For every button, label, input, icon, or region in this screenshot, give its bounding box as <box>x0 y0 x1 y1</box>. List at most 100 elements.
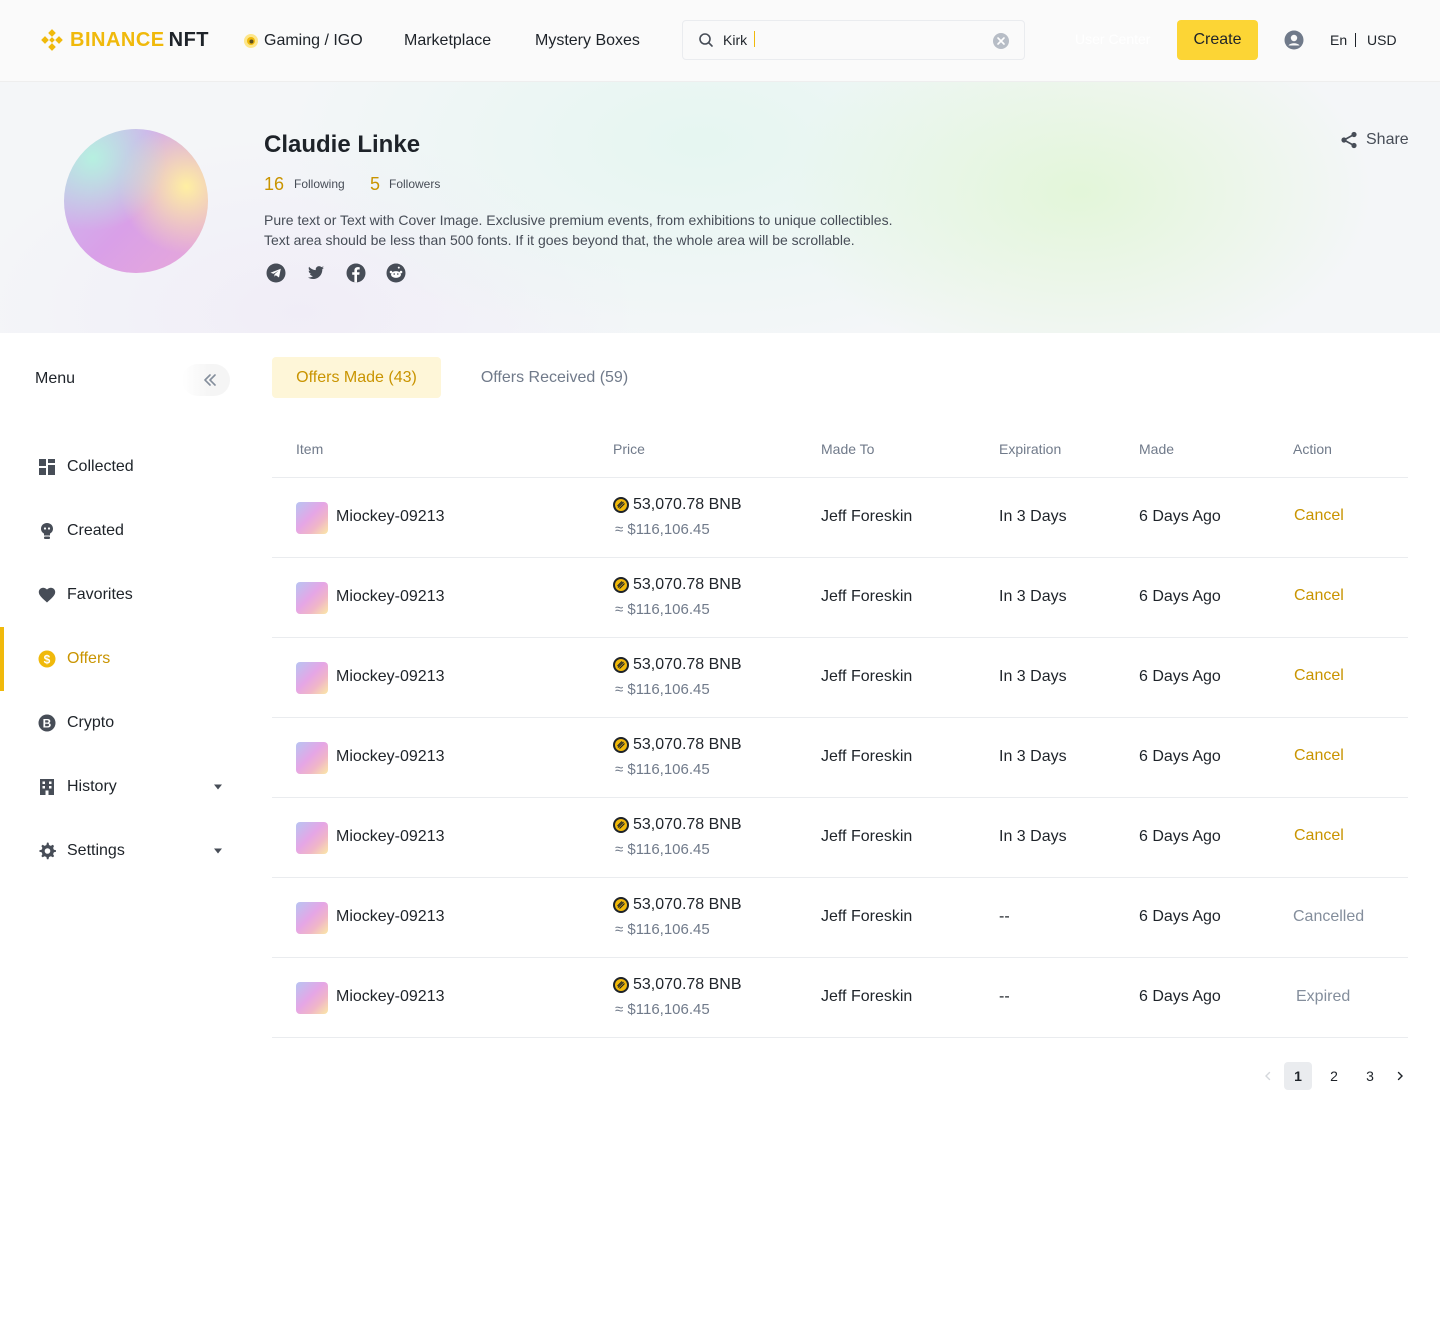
nav-mystery-boxes[interactable]: Mystery Boxes <box>535 30 640 52</box>
bnb-coin-icon <box>613 497 629 513</box>
made-value: 6 Days Ago <box>1139 828 1221 845</box>
column-header-made-to: Made To <box>821 441 875 457</box>
column-header-item: Item <box>296 441 324 457</box>
price-bnb-value: 53,070.78 BNB <box>633 736 742 753</box>
double-chevron-left-icon <box>204 374 216 386</box>
made-to-user[interactable]: Jeff Foreskin <box>821 828 913 845</box>
share-button[interactable]: Share <box>1340 131 1409 149</box>
price-usd: ≈ $116,106.45 <box>615 1001 710 1018</box>
chevron-right-icon <box>1397 1071 1403 1081</box>
sidebar-item-label: Settings <box>67 842 125 859</box>
user-center-link[interactable]: User Center <box>1075 31 1151 47</box>
made-to-user[interactable]: Jeff Foreskin <box>821 908 913 925</box>
item-name[interactable]: Miockey-09213 <box>336 668 445 685</box>
followers-label[interactable]: Followers <box>389 177 441 191</box>
search-input[interactable] <box>723 29 983 51</box>
language-selector[interactable]: En <box>1330 32 1348 48</box>
nft-thumbnail[interactable] <box>296 582 328 614</box>
made-to-user[interactable]: Jeff Foreskin <box>821 748 913 765</box>
cancel-offer-button[interactable]: Cancel <box>1294 587 1344 604</box>
create-button[interactable]: Create <box>1177 20 1258 60</box>
twitter-icon[interactable] <box>306 263 326 283</box>
sidebar-item-collected[interactable]: Collected <box>0 435 240 499</box>
made-to-user[interactable]: Jeff Foreskin <box>821 588 913 605</box>
price-bnb: 53,070.78 BNB <box>613 656 742 674</box>
sidebar-item-settings[interactable]: Settings <box>0 819 240 883</box>
sidebar-item-label: History <box>67 778 117 795</box>
pagination-next-button[interactable] <box>1390 1062 1410 1090</box>
clear-search-icon[interactable] <box>992 32 1010 50</box>
following-count[interactable]: 16 <box>264 174 285 194</box>
cancel-offer-button[interactable]: Cancel <box>1294 827 1344 844</box>
table-row: Miockey-09213 53,070.78 BNB ≈ $116,106.4… <box>272 878 1408 958</box>
tab-offers-received[interactable]: Offers Received (59) <box>457 357 652 398</box>
item-name[interactable]: Miockey-09213 <box>336 748 445 765</box>
made-value: 6 Days Ago <box>1139 508 1221 525</box>
nav-gaming-igo[interactable]: Gaming / IGO <box>244 30 363 52</box>
item-name[interactable]: Miockey-09213 <box>336 588 445 605</box>
chevron-left-icon <box>1265 1071 1271 1081</box>
currency-selector[interactable]: USD <box>1367 32 1397 48</box>
share-label: Share <box>1366 131 1409 148</box>
item-name[interactable]: Miockey-09213 <box>336 828 445 845</box>
price-bnb: 53,070.78 BNB <box>613 816 742 834</box>
bnb-coin-icon <box>613 817 629 833</box>
telegram-icon[interactable] <box>266 263 286 283</box>
sidebar-item-created[interactable]: Created <box>0 499 240 563</box>
item-name[interactable]: Miockey-09213 <box>336 508 445 525</box>
logo-product-text: NFT <box>168 28 210 51</box>
nft-thumbnail[interactable] <box>296 662 328 694</box>
cancel-offer-button[interactable]: Cancel <box>1294 747 1344 764</box>
pagination-page-2[interactable]: 2 <box>1320 1062 1348 1090</box>
nft-thumbnail[interactable] <box>296 902 328 934</box>
svg-text:B: B <box>43 717 52 731</box>
offer-status-text: Expired <box>1296 988 1351 1005</box>
price-bnb-value: 53,070.78 BNB <box>633 976 742 993</box>
sidebar-item-label: Offers <box>67 650 111 667</box>
price-usd: ≈ $116,106.45 <box>615 761 710 778</box>
made-to-user[interactable]: Jeff Foreskin <box>821 508 913 525</box>
pagination-page-3[interactable]: 3 <box>1356 1062 1384 1090</box>
price-usd: ≈ $116,106.45 <box>615 921 710 938</box>
bnb-coin-icon <box>613 897 629 913</box>
made-value: 6 Days Ago <box>1139 748 1221 765</box>
table-row: Miockey-09213 53,070.78 BNB ≈ $116,106.4… <box>272 718 1408 798</box>
share-icon <box>1341 131 1357 149</box>
pagination-page-1[interactable]: 1 <box>1284 1062 1312 1090</box>
item-name[interactable]: Miockey-09213 <box>336 908 445 925</box>
sidebar-item-history[interactable]: History <box>0 755 240 819</box>
nav-marketplace[interactable]: Marketplace <box>404 30 491 52</box>
sidebar-item-crypto[interactable]: B Crypto <box>0 691 240 755</box>
user-account-icon[interactable] <box>1284 30 1304 50</box>
following-label[interactable]: Following <box>294 177 345 191</box>
reddit-icon[interactable] <box>386 263 406 283</box>
item-name[interactable]: Miockey-09213 <box>336 988 445 1005</box>
made-to-user[interactable]: Jeff Foreskin <box>821 988 913 1005</box>
sidebar-item-favorites[interactable]: Favorites <box>0 563 240 627</box>
facebook-icon[interactable] <box>346 263 366 283</box>
sidebar-item-offers[interactable]: $ Offers <box>0 627 240 691</box>
price-bnb-value: 53,070.78 BNB <box>633 576 742 593</box>
price-usd: ≈ $116,106.45 <box>615 521 710 538</box>
price-bnb-value: 53,070.78 BNB <box>633 816 742 833</box>
nft-thumbnail[interactable] <box>296 502 328 534</box>
collapse-sidebar-button[interactable] <box>182 364 230 396</box>
profile-avatar <box>64 129 208 273</box>
made-to-user[interactable]: Jeff Foreskin <box>821 668 913 685</box>
price-bnb: 53,070.78 BNB <box>613 896 742 914</box>
pagination-prev-button[interactable] <box>1258 1062 1278 1090</box>
nft-thumbnail[interactable] <box>296 982 328 1014</box>
tab-offers-made[interactable]: Offers Made (43) <box>272 357 441 398</box>
text-cursor <box>754 31 755 47</box>
search-icon <box>699 33 713 47</box>
nft-thumbnail[interactable] <box>296 742 328 774</box>
binance-nft-logo[interactable]: BINANCE NFT <box>40 28 209 52</box>
followers-count[interactable]: 5 <box>370 174 381 194</box>
made-value: 6 Days Ago <box>1139 988 1221 1005</box>
nft-thumbnail[interactable] <box>296 822 328 854</box>
expiration-value: In 3 Days <box>999 748 1067 765</box>
caret-down-icon <box>214 784 222 790</box>
cancel-offer-button[interactable]: Cancel <box>1294 667 1344 684</box>
nav-marketplace-label: Marketplace <box>404 32 492 49</box>
cancel-offer-button[interactable]: Cancel <box>1294 507 1344 524</box>
